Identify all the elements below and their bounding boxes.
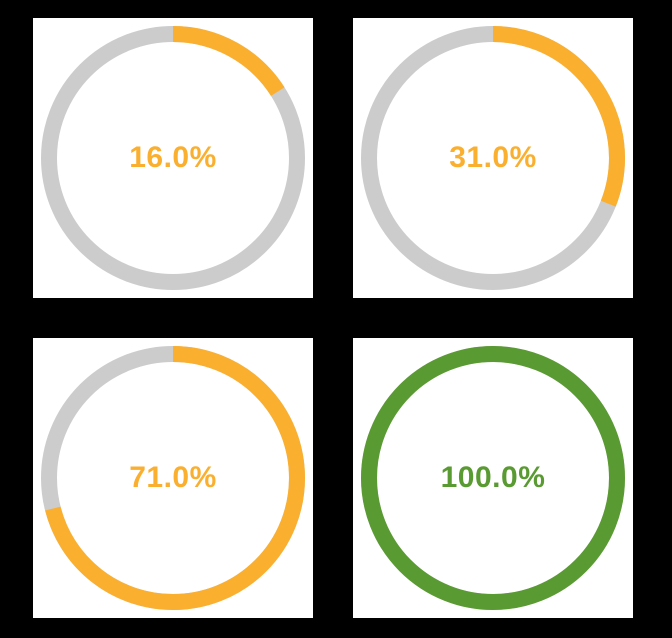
progress-tile: 100.0% — [353, 338, 633, 618]
progress-ring — [41, 26, 305, 290]
progress-percent-label: 71.0% — [129, 461, 217, 494]
progress-percent-label: 31.0% — [449, 141, 537, 174]
progress-tile: 31.0% — [353, 18, 633, 298]
progress-ring — [41, 346, 305, 610]
progress-tile: 16.0% — [33, 18, 313, 298]
progress-ring-fill — [41, 346, 305, 610]
progress-percent-label: 16.0% — [129, 141, 217, 174]
progress-ring — [361, 346, 625, 610]
progress-tile: 71.0% — [33, 338, 313, 618]
progress-ring — [361, 26, 625, 290]
progress-ring-fill — [41, 26, 305, 290]
progress-ring-fill — [361, 346, 625, 610]
progress-percent-label: 100.0% — [440, 461, 546, 494]
progress-ring-fill — [361, 26, 625, 290]
